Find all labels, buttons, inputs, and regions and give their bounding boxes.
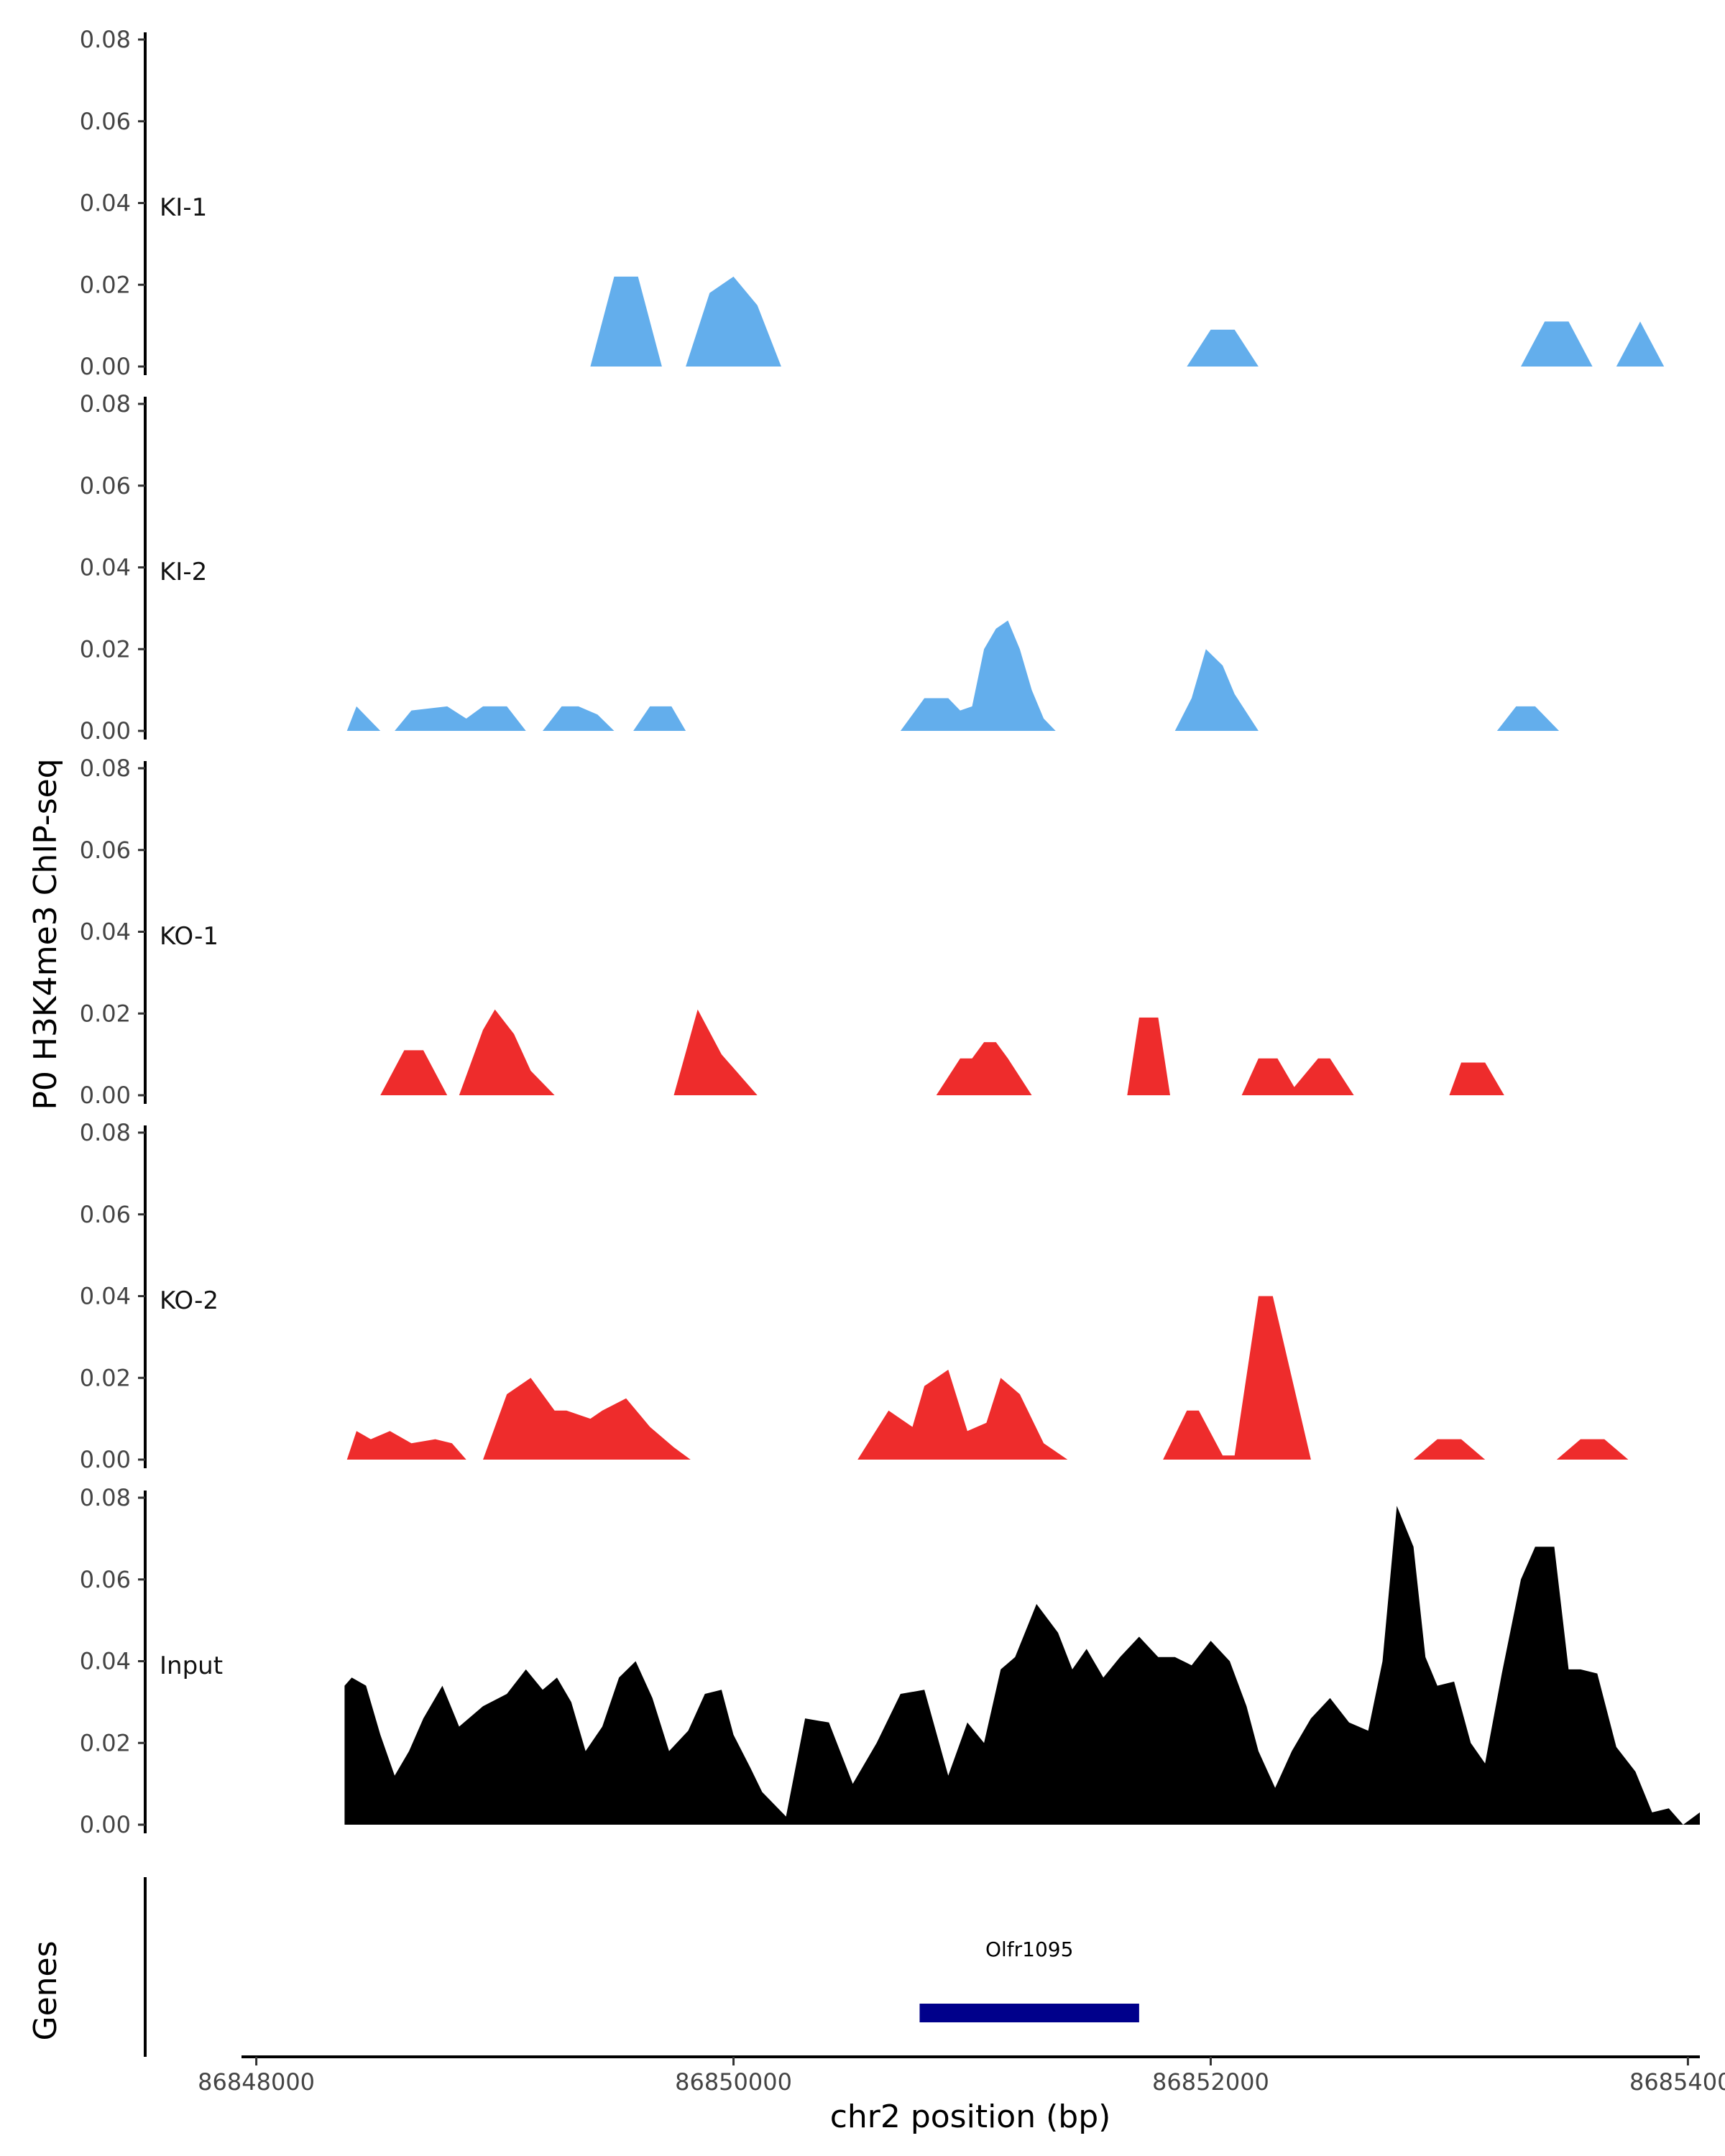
gene-label: Olfr1095	[985, 1938, 1073, 1961]
y-tick-label: 0.02	[80, 1000, 131, 1027]
y-tick-label: 0.06	[80, 1566, 131, 1593]
genes-axis-title: Genes	[27, 1940, 64, 2040]
y-tick-label: 0.00	[80, 717, 131, 745]
y-tick-label: 0.04	[80, 190, 131, 217]
series-area-ko-1	[380, 1009, 1504, 1095]
track-label: KO-2	[160, 1286, 218, 1315]
track-input: 0.00 0.02 0.04 0.06 0.08 Input	[80, 1484, 1700, 1838]
series-area-ki-1	[590, 276, 1665, 367]
series-area-ki-2	[346, 620, 1560, 731]
genes-panel: Olfr1095	[144, 1877, 1139, 2057]
y-tick-label: 0.06	[80, 108, 131, 135]
x-tick-label: 86850000	[675, 2068, 792, 2096]
y-tick-label: 0.00	[80, 1446, 131, 1473]
y-tick-label: 0.06	[80, 1201, 131, 1228]
y-tick-label: 0.04	[80, 918, 131, 946]
y-tick-label: 0.02	[80, 635, 131, 663]
track-label: KI-1	[160, 193, 207, 222]
x-tick-label: 86848000	[198, 2068, 315, 2096]
track-label: KI-2	[160, 558, 207, 586]
y-tick-label: 0.02	[80, 1729, 131, 1756]
y-tick-label: 0.00	[80, 1811, 131, 1838]
series-area-input	[344, 1506, 1700, 1825]
x-axis: 86848000 86850000 86852000 86854000	[198, 2055, 1725, 2096]
gene-bar	[919, 2004, 1139, 2022]
y-tick-label: 0.02	[80, 271, 131, 298]
y-tick-label: 0.00	[80, 353, 131, 380]
track-ki-1: 0.00 0.02 0.04 0.06 0.08 KI-1	[80, 26, 1665, 380]
y-tick-label: 0.08	[80, 1119, 131, 1146]
y-tick-label: 0.08	[80, 390, 131, 418]
y-tick-label: 0.06	[80, 472, 131, 499]
tracks-layer: 0.00 0.02 0.04 0.06 0.08 KI-1 0.00 0.02 0.04 0.06…	[80, 26, 1700, 1838]
y-tick-label: 0.08	[80, 26, 131, 53]
x-tick-label: 86852000	[1152, 2068, 1269, 2096]
y-tick-label: 0.06	[80, 837, 131, 864]
track-label: KO-1	[160, 922, 218, 951]
x-tick-label: 86854000	[1629, 2068, 1725, 2096]
y-axis-title: P0 H3K4me3 ChIP-seq	[27, 758, 64, 1110]
series-area-ko-2	[346, 1296, 1629, 1460]
y-tick-label: 0.08	[80, 755, 131, 782]
y-tick-label: 0.08	[80, 1484, 131, 1511]
y-tick-label: 0.04	[80, 554, 131, 581]
y-tick-label: 0.04	[80, 1648, 131, 1675]
y-tick-label: 0.00	[80, 1082, 131, 1109]
track-label: Input	[160, 1651, 223, 1680]
y-tick-label: 0.04	[80, 1283, 131, 1310]
track-ko-1: 0.00 0.02 0.04 0.06 0.08 KO-1	[80, 755, 1504, 1109]
track-ki-2: 0.00 0.02 0.04 0.06 0.08 KI-2	[80, 390, 1560, 745]
x-axis-title: chr2 position (bp)	[830, 2099, 1111, 2135]
y-tick-label: 0.02	[80, 1364, 131, 1391]
track-ko-2: 0.00 0.02 0.04 0.06 0.08 KO-2	[80, 1119, 1629, 1473]
